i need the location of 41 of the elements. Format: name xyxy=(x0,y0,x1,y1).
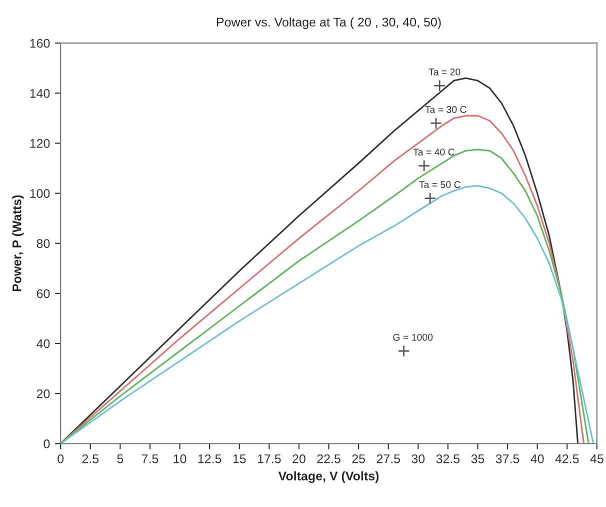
x-tick-label: 15 xyxy=(233,454,246,464)
x-tick-label: 32.5 xyxy=(436,454,460,464)
point xyxy=(430,117,442,130)
annotation: Ta = 30 C xyxy=(425,106,466,113)
y-tick-label: 100 xyxy=(30,189,50,198)
x-tick-label: 5 xyxy=(117,454,124,464)
y-tick-label: 40 xyxy=(36,339,50,348)
point xyxy=(418,160,430,172)
x-axis-title: Voltage, V (Volts) xyxy=(278,471,379,483)
point xyxy=(424,192,436,204)
x-tick-label: 35 xyxy=(471,454,484,464)
x-tick-label: 42.5 xyxy=(555,454,579,464)
x-tick-label: 25 xyxy=(352,454,365,464)
y-tick-label: 0 xyxy=(44,439,50,448)
x-tick-label: 40 xyxy=(530,454,544,464)
x-tick-label: 22.5 xyxy=(317,454,340,464)
x-tick-label: 45 xyxy=(590,454,604,464)
x-tick-label: 0 xyxy=(58,454,64,464)
x-tick-label: 37.5 xyxy=(496,454,520,464)
y-tick-label: 120 xyxy=(30,139,50,148)
x-tick-label: 17.5 xyxy=(258,454,281,464)
annotation: Ta = 40 C xyxy=(413,148,454,156)
y-tick-label: 20 xyxy=(36,389,50,398)
chart-title: Power vs. Voltage at Ta ( 20 , 30, 40, 50) xyxy=(216,17,441,30)
annotation: Ta = 20 xyxy=(428,68,460,76)
x-tick-label: 27.5 xyxy=(376,454,400,464)
y-tick-label: 60 xyxy=(36,289,50,298)
x-tick-label: 20 xyxy=(292,454,306,464)
y-axis-title: Power, P (Watts) xyxy=(12,195,24,292)
annotation: G = 1000 xyxy=(393,334,433,341)
y-tick-label: 140 xyxy=(30,88,50,98)
x-tick-label: 7.5 xyxy=(142,454,158,464)
x-tick-label: 2.5 xyxy=(82,454,99,464)
point xyxy=(434,80,446,92)
y-tick-label: 80 xyxy=(36,239,50,248)
point xyxy=(398,344,410,358)
x-tick-label: 12.5 xyxy=(198,454,222,464)
x-tick-label: 10 xyxy=(174,454,186,464)
x-tick-label: 30 xyxy=(412,454,425,464)
y-tick-label: 160 xyxy=(30,38,50,48)
annotation: Ta = 50 C xyxy=(419,181,460,188)
